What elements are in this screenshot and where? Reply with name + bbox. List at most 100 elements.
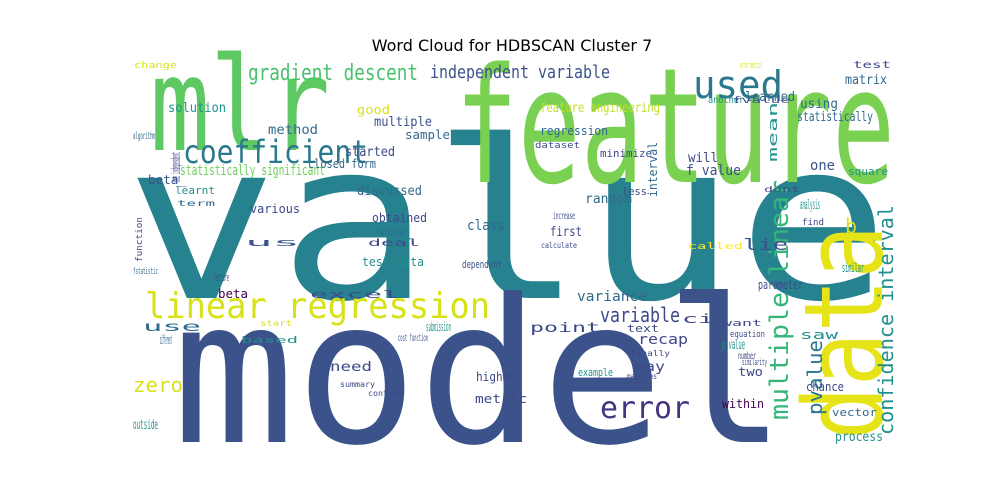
word: obtained [372,211,427,225]
word: solution [168,101,226,116]
word: find [802,218,824,228]
word: mean [766,102,780,162]
word: excel [310,288,400,301]
word: saw [800,328,839,342]
word: less [622,185,647,198]
word: using [800,97,838,112]
word: used [693,63,783,107]
word: fstatistic [133,267,158,277]
word: different [160,333,172,347]
word: similarity [742,358,767,368]
word: various [250,202,300,216]
word: ci [682,312,714,326]
word: process [835,430,883,445]
word: algorithm [133,131,155,142]
word: use [143,320,201,335]
word: multiple [374,115,432,130]
word: p value [722,338,745,353]
word: variance [577,289,647,305]
word: dataset [535,141,580,151]
word: method [268,123,318,138]
word: want [722,319,762,329]
word: function [135,217,145,262]
word: model [172,257,787,490]
word: interval [646,142,660,197]
word: f value [686,163,741,179]
word: test [853,60,891,71]
word: summary [340,380,375,389]
word: multiple linear [765,180,795,420]
word: started [345,145,395,160]
word: one [810,158,835,174]
word: will [688,151,718,166]
word: called [688,242,743,252]
word: feature [455,33,895,220]
word: deal [368,238,420,249]
word: statistically significant [180,163,325,179]
word: contain [368,389,403,398]
word: linear regression [145,286,490,327]
word: feature engineering [540,101,660,116]
word: discussed [357,184,422,199]
word: need [330,360,372,375]
word: calculate [541,241,577,250]
word: us [245,236,300,249]
word: minimize [600,147,652,160]
word: beta [218,287,248,301]
chart-title: Word Cloud for HDBSCAN Cluster 7 [372,36,653,55]
word: point [530,321,600,336]
word: closed form [308,157,376,171]
word: analysis [800,198,820,213]
word: example [578,366,613,379]
word: slr [500,359,520,368]
word: independent variable [430,62,610,83]
word: equation [730,330,765,340]
word: lecture [214,271,229,284]
word: beta_ [148,173,187,187]
word: technique [378,226,406,239]
word: variable [600,303,680,327]
word: learned [745,90,795,105]
word: chance [806,380,844,394]
word: based [241,336,298,346]
word: coefficient [183,133,368,171]
word: outside [133,418,158,433]
word: may [635,360,665,375]
word: b [845,214,857,238]
word: statistically [797,110,873,125]
word: confidence interval [874,205,898,435]
word: pvalue [803,340,827,415]
word: parameter [758,278,803,292]
word: metric [475,392,527,406]
word: zero [133,373,183,397]
word: dependent [462,258,502,271]
word: fvalue [732,96,790,106]
word: increase [553,211,575,222]
word: matrix [845,73,887,88]
word: recap [638,332,688,348]
word: start [260,319,292,328]
word: finally [630,349,670,358]
word: good [357,103,390,117]
word: text [627,322,659,335]
word: error [600,391,690,426]
word: value [125,94,890,350]
word: matrices [627,372,657,381]
word: submission [426,320,451,334]
word: higher [476,370,516,384]
word: cost function [398,333,428,344]
word: first [550,225,582,240]
word: term [177,199,215,208]
word: random [585,192,632,207]
word: test data [362,255,424,269]
word: within [722,397,764,411]
word: two [738,365,763,379]
word: lie [743,235,788,254]
word: error metrics [740,61,762,71]
word: data [780,225,908,440]
word: learnt [175,184,215,197]
word: vector [832,406,877,419]
word: one independent [169,152,183,182]
